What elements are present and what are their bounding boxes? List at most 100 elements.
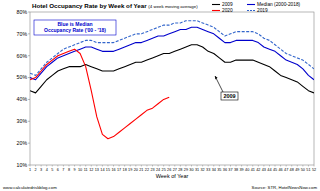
legend-label: 2009 [222, 2, 233, 7]
x-tick [224, 165, 225, 167]
x-tick [280, 165, 281, 167]
x-tick-label: 21 [139, 168, 143, 172]
x-tick [91, 165, 92, 167]
x-tick-label: 20 [134, 168, 138, 172]
x-tick-label: 47 [284, 168, 288, 172]
x-tick-label: 32 [201, 168, 205, 172]
x-tick-label: 31 [195, 168, 199, 172]
x-tick [30, 165, 31, 167]
x-tick-label: 3 [40, 168, 42, 172]
x-tick [269, 165, 270, 167]
x-tick-label: 28 [178, 168, 182, 172]
x-tick-label: 15 [106, 168, 110, 172]
y-tick-label: 40% [17, 96, 28, 102]
x-tick-label: 36 [223, 168, 227, 172]
y-tick [28, 165, 30, 166]
x-tick-label: 13 [95, 168, 99, 172]
x-tick-label: 24 [156, 168, 160, 172]
y-tick [28, 143, 30, 144]
x-tick-label: 40 [245, 168, 249, 172]
source: Source: STR, HotelNewsNow.com [252, 185, 318, 190]
x-tick-label: 12 [89, 168, 93, 172]
y-tick [28, 121, 30, 122]
series-line [30, 49, 169, 139]
x-tick [308, 165, 309, 167]
x-tick-label: 26 [167, 168, 171, 172]
y-tick-label: 10% [17, 162, 28, 168]
x-tick [46, 165, 47, 167]
subtitle: (4 week moving average) [148, 4, 198, 9]
x-tick-label: 43 [262, 168, 266, 172]
annotation-text: 2009 [223, 93, 235, 99]
x-tick [291, 165, 292, 167]
x-tick-label: 51 [306, 168, 310, 172]
x-tick [74, 165, 75, 167]
x-tick [52, 165, 53, 167]
series-group [30, 21, 314, 139]
x-tick [230, 165, 231, 167]
x-tick-label: 49 [295, 168, 299, 172]
x-tick-label: 45 [273, 168, 277, 172]
legend-label: 2019 [257, 8, 268, 13]
x-tick-label: 44 [267, 168, 271, 172]
x-tick-label: 16 [111, 168, 115, 172]
x-tick-label: 17 [117, 168, 121, 172]
x-tick [158, 165, 159, 167]
annotation-box [221, 92, 238, 100]
y-tick-label: 80% [17, 9, 28, 15]
y-tick [28, 99, 30, 100]
x-tick [119, 165, 120, 167]
title: Hotel Occupancy Rate by Week of Year (4 … [32, 2, 198, 9]
y-tick [28, 33, 30, 34]
annotation-text: Occupancy Rate ('00 - '18) [44, 27, 106, 33]
x-tick-label: 42 [256, 168, 260, 172]
arrow-head [215, 76, 218, 80]
x-tick [135, 165, 136, 167]
x-tick [41, 165, 42, 167]
x-tick [57, 165, 58, 167]
y-tick-label: 70% [17, 31, 28, 37]
x-tick-label: 27 [173, 168, 177, 172]
x-tick-label: 22 [145, 168, 149, 172]
plot-frame [30, 12, 314, 165]
x-tick [263, 165, 264, 167]
x-tick [202, 165, 203, 167]
x-tick [141, 165, 142, 167]
x-tick [197, 165, 198, 167]
x-tick [219, 165, 220, 167]
x-tick-label: 9 [73, 168, 75, 172]
x-tick-label: 4 [46, 168, 48, 172]
x-tick-label: 2 [35, 168, 37, 172]
x-tick-label: 37 [228, 168, 232, 172]
credit: www.calculatedriskblog.com [3, 185, 57, 190]
y-tick-label: 60% [17, 53, 28, 59]
x-tick [163, 165, 164, 167]
x-tick-label: 33 [206, 168, 210, 172]
legend-label: Median (2000-2018) [257, 2, 301, 7]
legend-label: 2020 [222, 8, 233, 13]
x-tick [191, 165, 192, 167]
x-tick [63, 165, 64, 167]
x-tick-label: 46 [278, 168, 282, 172]
x-tick [68, 165, 69, 167]
x-tick-label: 38 [234, 168, 238, 172]
x-tick-label: 1 [29, 168, 31, 172]
legend-swatch [212, 10, 220, 11]
x-tick-label: 7 [62, 168, 64, 172]
annotation-box [34, 20, 116, 35]
x-tick [113, 165, 114, 167]
x-tick-label: 30 [189, 168, 193, 172]
x-tick [247, 165, 248, 167]
y-tick-label: 20% [17, 140, 28, 146]
background [0, 0, 320, 191]
x-tick [297, 165, 298, 167]
legend-swatch [247, 10, 255, 11]
x-tick [152, 165, 153, 167]
x-tick [286, 165, 287, 167]
x-tick [180, 165, 181, 167]
x-tick-label: 52 [312, 168, 316, 172]
x-tick [275, 165, 276, 167]
x-tick [258, 165, 259, 167]
x-tick [252, 165, 253, 167]
x-tick-label: 18 [123, 168, 127, 172]
